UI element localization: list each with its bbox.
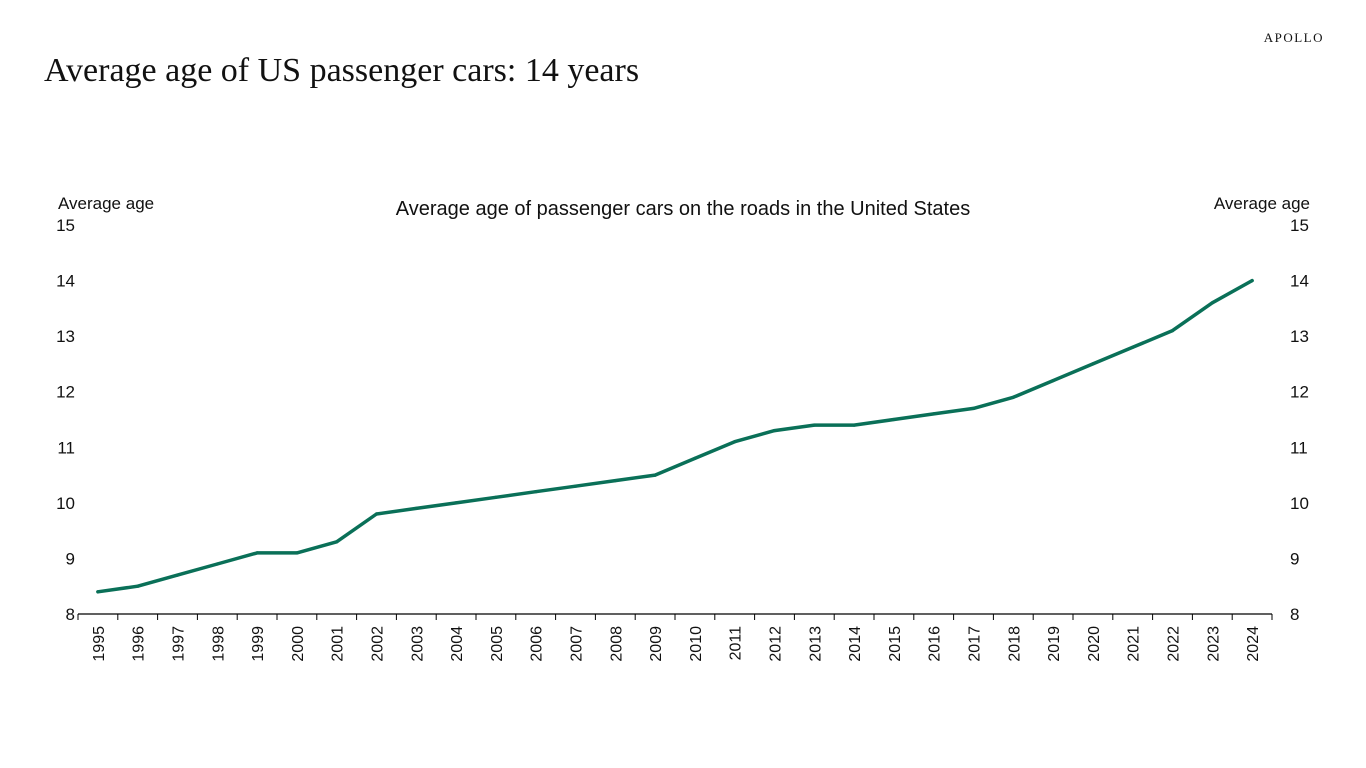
data-point	[892, 417, 896, 422]
x-tick-label: 2014	[847, 626, 864, 662]
x-tick-label: 2018	[1006, 626, 1023, 662]
data-point	[693, 456, 697, 460]
x-tick-label: 2023	[1205, 626, 1222, 662]
x-tick-label: 2024	[1245, 626, 1262, 662]
data-point	[295, 551, 299, 555]
data-point	[772, 429, 777, 433]
data-point	[136, 584, 140, 588]
x-tick-label: 1998	[210, 626, 227, 662]
data-point	[852, 423, 856, 427]
y-right-tick-label: 10	[1290, 494, 1309, 513]
data-point	[175, 573, 180, 577]
y-right-tick-label: 8	[1290, 605, 1299, 624]
data-point	[374, 512, 379, 516]
y-right-tick-label: 13	[1290, 327, 1309, 346]
data-point	[932, 412, 936, 416]
brand-logo: APOLLO	[1263, 30, 1324, 45]
x-tick-label: 2017	[967, 626, 984, 662]
data-point	[534, 490, 538, 494]
series-group	[96, 278, 1254, 594]
chart-title: Average age of passenger cars on the roa…	[396, 198, 970, 220]
data-point	[414, 506, 418, 510]
x-tick-label: 2005	[489, 626, 506, 662]
data-point	[1170, 329, 1175, 333]
series-line	[96, 278, 1254, 594]
data-point	[573, 484, 578, 488]
y-left-tick-label: 8	[66, 605, 75, 624]
y-left-tick-label: 13	[56, 327, 75, 346]
data-point	[96, 590, 100, 594]
data-point	[1210, 301, 1214, 305]
x-tick-label: 2007	[569, 626, 586, 662]
data-point	[613, 479, 617, 483]
data-point	[335, 540, 339, 544]
y-axis-right-ticks: 8 9 10 11 12 13 14 15	[1290, 216, 1309, 624]
data-point	[1051, 379, 1055, 383]
x-tick-label: 1996	[131, 626, 148, 662]
data-point	[215, 562, 219, 566]
y-left-tick-label: 15	[56, 216, 75, 235]
data-point	[255, 551, 259, 555]
data-point	[733, 440, 737, 444]
x-tick-label: 2022	[1166, 626, 1183, 662]
data-point	[653, 473, 657, 477]
x-tick-label: 2013	[807, 626, 824, 662]
x-tick-label: 2019	[1046, 626, 1063, 662]
data-point	[454, 501, 458, 505]
y-left-tick-label: 14	[56, 272, 75, 291]
x-tick-label: 2003	[409, 626, 426, 662]
x-tick-label: 2006	[529, 626, 546, 662]
data-point	[1011, 395, 1015, 399]
x-tick-label: 2004	[449, 626, 466, 662]
y-axis-left-ticks: 8 9 10 11 12 13 14 15	[56, 216, 75, 624]
x-tick-label: 2021	[1126, 626, 1143, 662]
y-left-tick-label: 12	[56, 383, 75, 402]
data-point	[494, 495, 498, 499]
x-tick-label: 2009	[648, 626, 665, 662]
y-right-tick-label: 12	[1290, 383, 1309, 402]
x-tick-label: 2010	[688, 626, 705, 662]
y-right-tick-label: 11	[1290, 438, 1308, 457]
x-tick-label: 2000	[290, 626, 307, 662]
x-tick-label: 1997	[171, 626, 188, 662]
x-tick-label: 2011	[728, 626, 745, 661]
y-right-tick-label: 15	[1290, 216, 1309, 235]
y-left-tick-label: 10	[56, 494, 75, 513]
data-point	[971, 406, 976, 410]
data-point	[1131, 345, 1135, 349]
x-tick-label: 2015	[887, 626, 904, 662]
x-tick-label: 2001	[330, 626, 347, 662]
data-point	[812, 423, 816, 427]
data-point	[1091, 362, 1095, 366]
x-tick-label: 2020	[1086, 626, 1103, 662]
x-tick-label: 1995	[91, 626, 108, 662]
x-tick-label: 2002	[370, 626, 387, 662]
x-tick-label: 1999	[250, 626, 267, 662]
y-right-tick-label: 14	[1290, 272, 1309, 291]
page-title: Average age of US passenger cars: 14 yea…	[44, 52, 640, 89]
y-axis-right-label: Average age	[1214, 194, 1310, 213]
x-tick-label: 2008	[608, 626, 625, 662]
y-right-tick-label: 9	[1290, 549, 1299, 568]
y-left-tick-label: 11	[57, 438, 75, 457]
x-tick-label: 2016	[927, 626, 944, 662]
data-point	[1250, 279, 1254, 283]
x-tick-label: 2012	[768, 626, 785, 662]
y-left-tick-label: 9	[66, 549, 75, 568]
y-axis-left-label: Average age	[58, 194, 154, 213]
x-axis: 1995 1996 1997 1998 1999 2000 2001 2002 2003 2004…	[77, 613, 1273, 662]
